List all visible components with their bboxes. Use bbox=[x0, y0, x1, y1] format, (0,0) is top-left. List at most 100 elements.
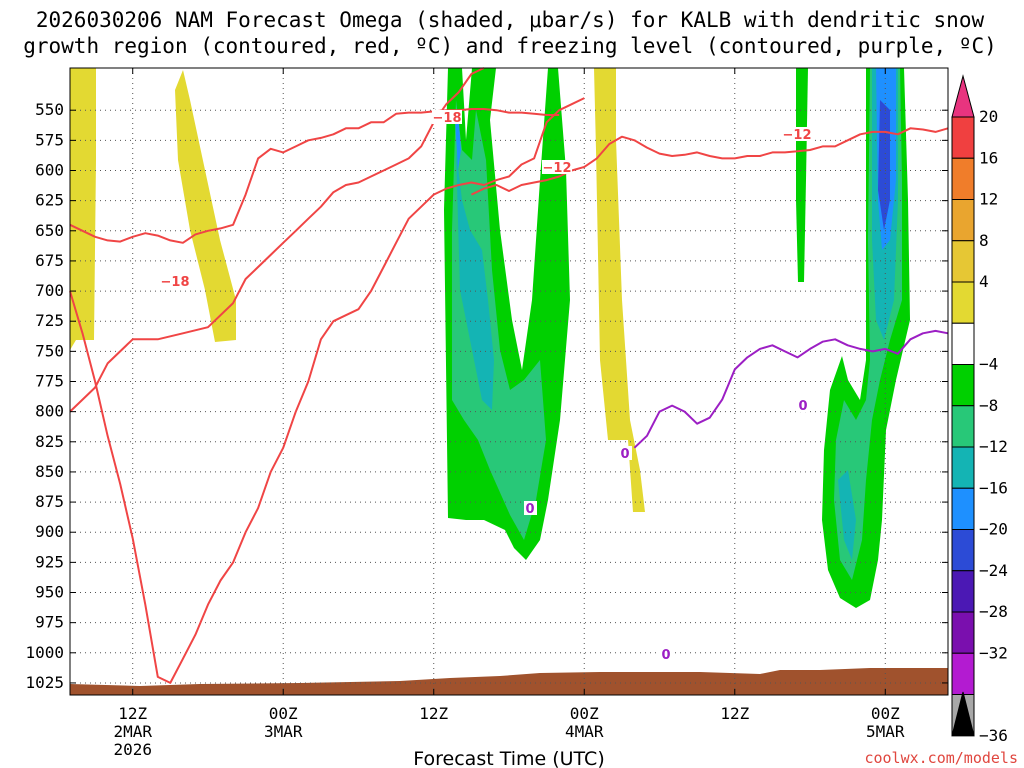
colorbar-swatch bbox=[951, 322, 975, 365]
x-tick-label: 12Z bbox=[419, 704, 448, 723]
y-tick-label: 775 bbox=[35, 372, 64, 391]
y-axis-ticks: 550 575 600 625 650 675 700 725 750 775 800 825 850 8… bbox=[25, 100, 948, 692]
colorbar-swatch bbox=[951, 487, 975, 530]
colorbar-swatch bbox=[951, 364, 975, 407]
colorbar-label: −28 bbox=[979, 602, 1008, 621]
x-tick-label: 2026 bbox=[113, 740, 152, 759]
contour-label-red-18-top: −18 bbox=[432, 110, 462, 126]
contour-line-1 bbox=[470, 127, 949, 196]
descent-band-4mar-12z bbox=[594, 68, 645, 512]
colorbar-label: 8 bbox=[979, 231, 989, 250]
contour-label-purple-0-c: 0 bbox=[797, 398, 810, 414]
y-tick-label: 950 bbox=[35, 583, 64, 602]
colorbar-swatch bbox=[951, 281, 975, 324]
chart-title-line1: 2026030206 NAM Forecast Omega (shaded, μ… bbox=[36, 8, 985, 32]
y-tick-label: 700 bbox=[35, 281, 64, 300]
colorbar-label: 20 bbox=[979, 107, 998, 126]
colorbar-label: −4 bbox=[979, 355, 998, 374]
contour-label-purple-0-d: 0 bbox=[660, 647, 673, 663]
contour-line-2 bbox=[69, 67, 485, 413]
colorbar-swatch bbox=[951, 240, 975, 283]
colorbar: 20 16 12 8 4 −4 −8 −12 −16 −20 −24 −28 −32 −36 bbox=[951, 74, 1008, 745]
contour-label-red-12-right: −12 bbox=[782, 127, 812, 143]
x-tick-label: 2MAR bbox=[113, 722, 152, 741]
svg-text:−18: −18 bbox=[161, 275, 190, 290]
ascent-band-4mar-core bbox=[456, 150, 494, 410]
contour-label-red-18-left: −18 bbox=[160, 274, 190, 290]
colorbar-label: 4 bbox=[979, 272, 989, 291]
colorbar-label: −32 bbox=[979, 643, 1008, 662]
ascent-band-4mar-mid bbox=[452, 100, 546, 540]
y-tick-label: 900 bbox=[35, 522, 64, 541]
colorbar-bottom-arrow bbox=[951, 691, 975, 737]
colorbar-swatch bbox=[951, 611, 975, 654]
colorbar-label: −8 bbox=[979, 396, 998, 415]
credit-text: coolwx.com/models bbox=[864, 749, 1018, 767]
y-tick-label: 1000 bbox=[25, 643, 64, 662]
y-tick-label: 650 bbox=[35, 221, 64, 240]
svg-text:0: 0 bbox=[620, 447, 629, 462]
contour-label-purple-0-a: 0 bbox=[524, 501, 537, 517]
y-tick-label: 850 bbox=[35, 462, 64, 481]
ascent-band-5mar-outer bbox=[796, 68, 808, 282]
colorbar-label: −12 bbox=[979, 437, 1008, 456]
x-tick-label: 12Z bbox=[118, 704, 147, 723]
colorbar-label: −36 bbox=[979, 726, 1008, 745]
y-tick-label: 925 bbox=[35, 552, 64, 571]
y-tick-label: 600 bbox=[35, 160, 64, 179]
y-tick-label: 975 bbox=[35, 613, 64, 632]
x-tick-label: 00Z bbox=[570, 704, 599, 723]
svg-text:−12: −12 bbox=[543, 161, 572, 176]
y-tick-label: 575 bbox=[35, 130, 64, 149]
colorbar-swatch bbox=[951, 652, 975, 695]
svg-text:0: 0 bbox=[525, 502, 534, 517]
x-tick-label: 00Z bbox=[269, 704, 298, 723]
y-tick-label: 1025 bbox=[25, 673, 64, 692]
x-tick-label: 3MAR bbox=[264, 722, 303, 741]
colorbar-swatch bbox=[951, 446, 975, 489]
colorbar-swatch bbox=[951, 116, 975, 159]
contour-lines bbox=[69, 67, 949, 684]
x-axis-label: Forecast Time (UTC) bbox=[413, 748, 604, 768]
colorbar-label: −16 bbox=[979, 478, 1008, 497]
svg-text:0: 0 bbox=[661, 648, 670, 663]
svg-text:−12: −12 bbox=[783, 128, 812, 143]
contour-line-0 bbox=[69, 108, 560, 244]
y-tick-label: 550 bbox=[35, 100, 64, 119]
x-tick-label: 5MAR bbox=[866, 722, 905, 741]
colorbar-label: 12 bbox=[979, 190, 998, 209]
colorbar-swatch bbox=[951, 199, 975, 242]
x-tick-label: 4MAR bbox=[565, 722, 604, 741]
contour-line-4 bbox=[633, 329, 949, 449]
svg-text:0: 0 bbox=[798, 399, 807, 414]
svg-text:−18: −18 bbox=[433, 111, 462, 126]
contour-label-red-12-mid: −12 bbox=[542, 160, 572, 176]
terrain-fill bbox=[70, 668, 948, 695]
colorbar-label: −24 bbox=[979, 561, 1008, 580]
colorbar-label: 16 bbox=[979, 148, 998, 167]
colorbar-swatch bbox=[951, 570, 975, 613]
chart-title-line2: growth region (contoured, red, ºC) and f… bbox=[23, 34, 997, 58]
colorbar-swatch bbox=[951, 529, 975, 572]
x-tick-label: 12Z bbox=[720, 704, 749, 723]
y-tick-label: 725 bbox=[35, 311, 64, 330]
contour-label-purple-0-b: 0 bbox=[619, 446, 632, 462]
y-tick-label: 625 bbox=[35, 191, 64, 210]
y-tick-label: 825 bbox=[35, 432, 64, 451]
ascent-band-4mar-upper-core bbox=[455, 110, 461, 170]
contour-line-3 bbox=[69, 97, 585, 684]
colorbar-swatch bbox=[951, 157, 975, 200]
colorbar-label: −20 bbox=[979, 520, 1008, 539]
colorbar-swatch bbox=[951, 405, 975, 448]
colorbar-top-arrow bbox=[951, 74, 975, 118]
descent-band-2mar-06z bbox=[70, 68, 96, 350]
x-tick-label: 00Z bbox=[871, 704, 900, 723]
y-tick-label: 750 bbox=[35, 341, 64, 360]
y-tick-label: 875 bbox=[35, 492, 64, 511]
y-tick-label: 800 bbox=[35, 402, 64, 421]
contour-labels: −18 −18 −12 −12 0 0 0 0 bbox=[160, 110, 812, 663]
descent-band-2mar-18z bbox=[175, 70, 236, 342]
y-tick-label: 675 bbox=[35, 251, 64, 270]
